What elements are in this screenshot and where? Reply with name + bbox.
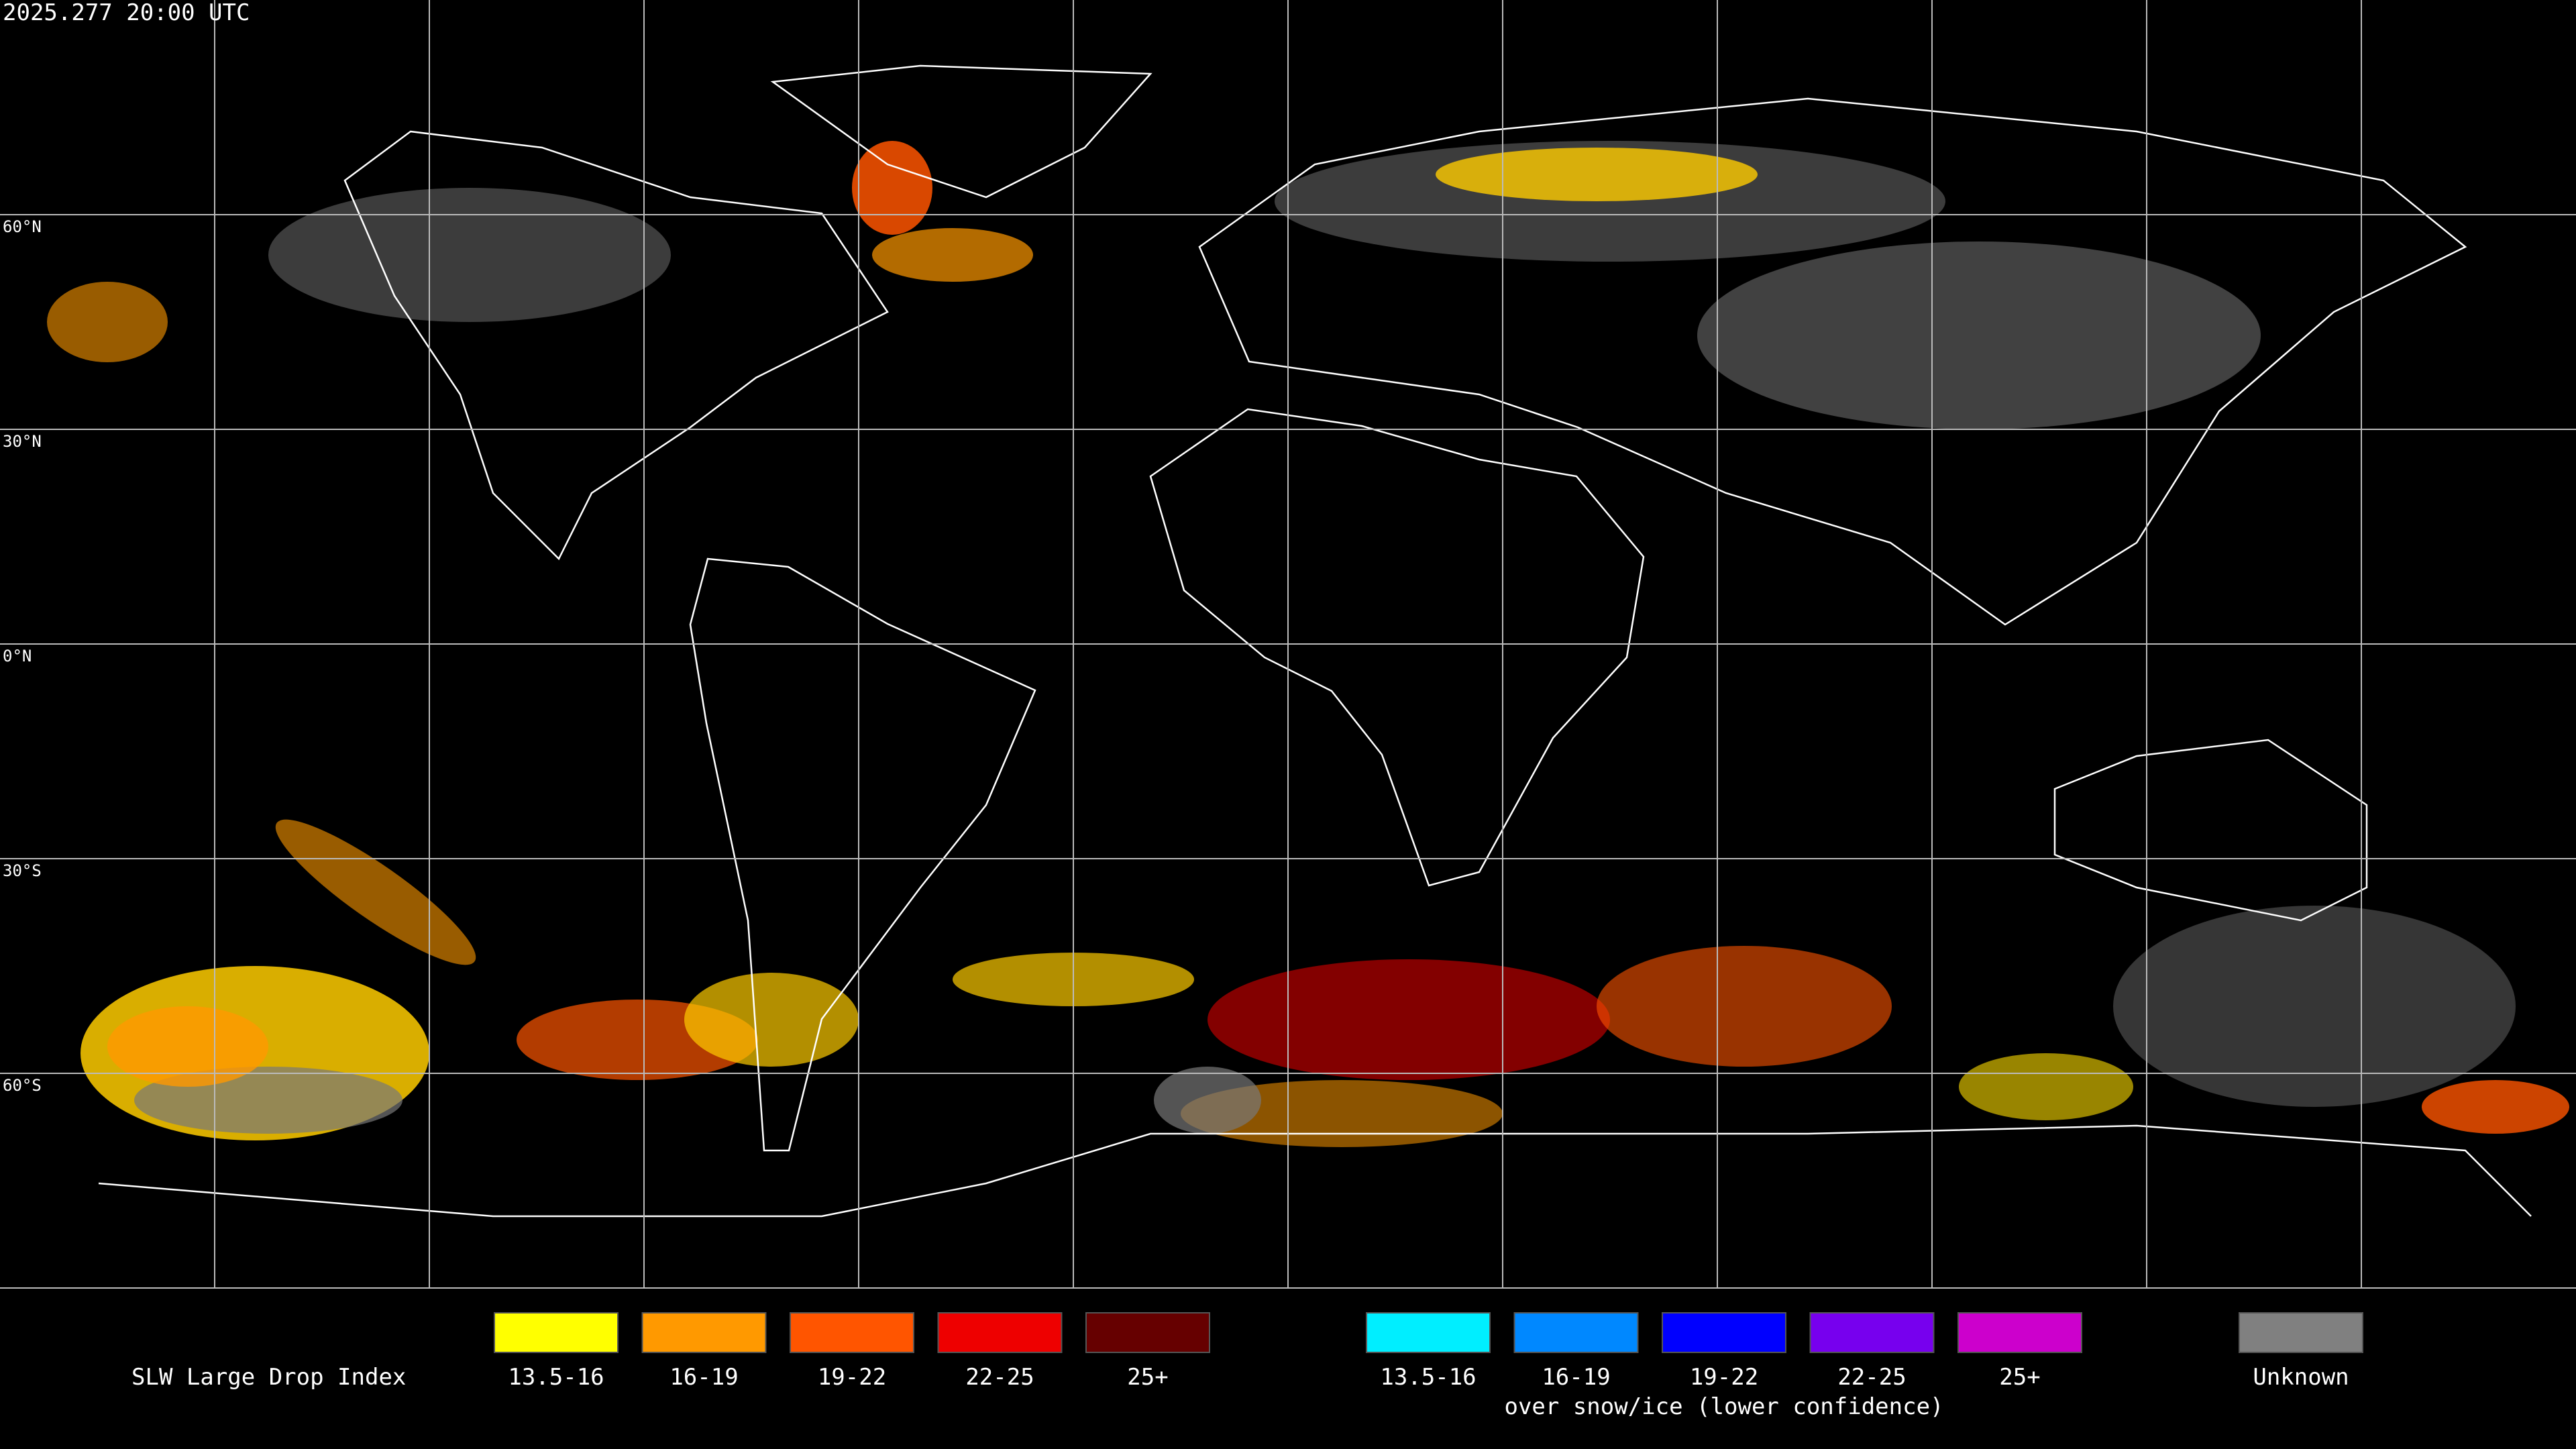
cloud-patch xyxy=(1181,1080,1503,1147)
cloud-patch xyxy=(2422,1080,2569,1134)
legend-swatch xyxy=(1513,1312,1639,1353)
cloud-patch xyxy=(1959,1053,2133,1120)
coastlines xyxy=(98,64,2532,1218)
graticule xyxy=(0,0,2576,1289)
cloud-patch xyxy=(275,819,476,965)
cloud-patch xyxy=(684,973,859,1067)
legend-label: 22-25 xyxy=(965,1364,1034,1391)
coastline xyxy=(770,64,1152,199)
legend-label: 16-19 xyxy=(1542,1364,1610,1391)
cloud-patch xyxy=(872,228,1033,282)
legend-swatch xyxy=(1957,1312,2082,1353)
coastline xyxy=(1198,97,2467,626)
coastline xyxy=(1149,408,1645,887)
legend-label: 19-22 xyxy=(1690,1364,1758,1391)
lat-label: 30°S xyxy=(3,861,42,880)
legend-swatch xyxy=(2239,1312,2363,1353)
cloud-patch xyxy=(1154,1067,1261,1134)
timestamp: 2025.277 20:00 UTC xyxy=(3,0,250,26)
legend-label: 22-25 xyxy=(1837,1364,1906,1391)
legend-swatch xyxy=(1085,1312,1210,1353)
legend-title: SLW Large Drop Index xyxy=(131,1364,406,1391)
legend-swatch xyxy=(1809,1312,1935,1353)
legend-label: 16-19 xyxy=(669,1364,738,1391)
legend-label: 19-22 xyxy=(818,1364,886,1391)
legend-label: 25+ xyxy=(1127,1364,1168,1391)
lat-label: 60°N xyxy=(3,217,42,236)
cloud-patch xyxy=(1208,959,1610,1080)
legend-swatch xyxy=(641,1312,767,1353)
legend-swatch xyxy=(494,1312,619,1353)
legend-note: over snow/ice (lower confidence) xyxy=(1504,1393,1943,1420)
cloud-patch xyxy=(2113,906,2516,1107)
legend-label: Unknown xyxy=(2253,1364,2349,1391)
legend-label: 25+ xyxy=(1999,1364,2040,1391)
cloud-patch xyxy=(1436,148,1758,201)
legend-label: 13.5-16 xyxy=(508,1364,604,1391)
coastline xyxy=(689,557,1036,1152)
legend-label: 13.5-16 xyxy=(1380,1364,1476,1391)
cloud-patch xyxy=(1697,241,2261,429)
cloud-patch xyxy=(268,188,671,322)
cloud-patch xyxy=(852,141,932,235)
legend: SLW Large Drop Index 13.5-16 16-19 19-22 22… xyxy=(131,1312,2363,1420)
lat-label: 30°N xyxy=(3,432,42,451)
legend-swatch xyxy=(937,1312,1063,1353)
legend-swatch xyxy=(1366,1312,1491,1353)
lat-label: 0°N xyxy=(3,647,32,665)
coastline xyxy=(98,1124,2532,1218)
legend-swatch xyxy=(1662,1312,1786,1353)
legend-swatch xyxy=(790,1312,914,1353)
coastline xyxy=(343,130,889,561)
cloud-patch xyxy=(1597,946,1892,1067)
cloud-patch xyxy=(107,1006,268,1087)
lat-label: 60°S xyxy=(3,1076,42,1095)
cloud-patch xyxy=(47,282,168,362)
lat-labels: 60°N 30°N 0°N 30°S 60°S xyxy=(3,217,42,1095)
coastline xyxy=(2053,739,2368,922)
